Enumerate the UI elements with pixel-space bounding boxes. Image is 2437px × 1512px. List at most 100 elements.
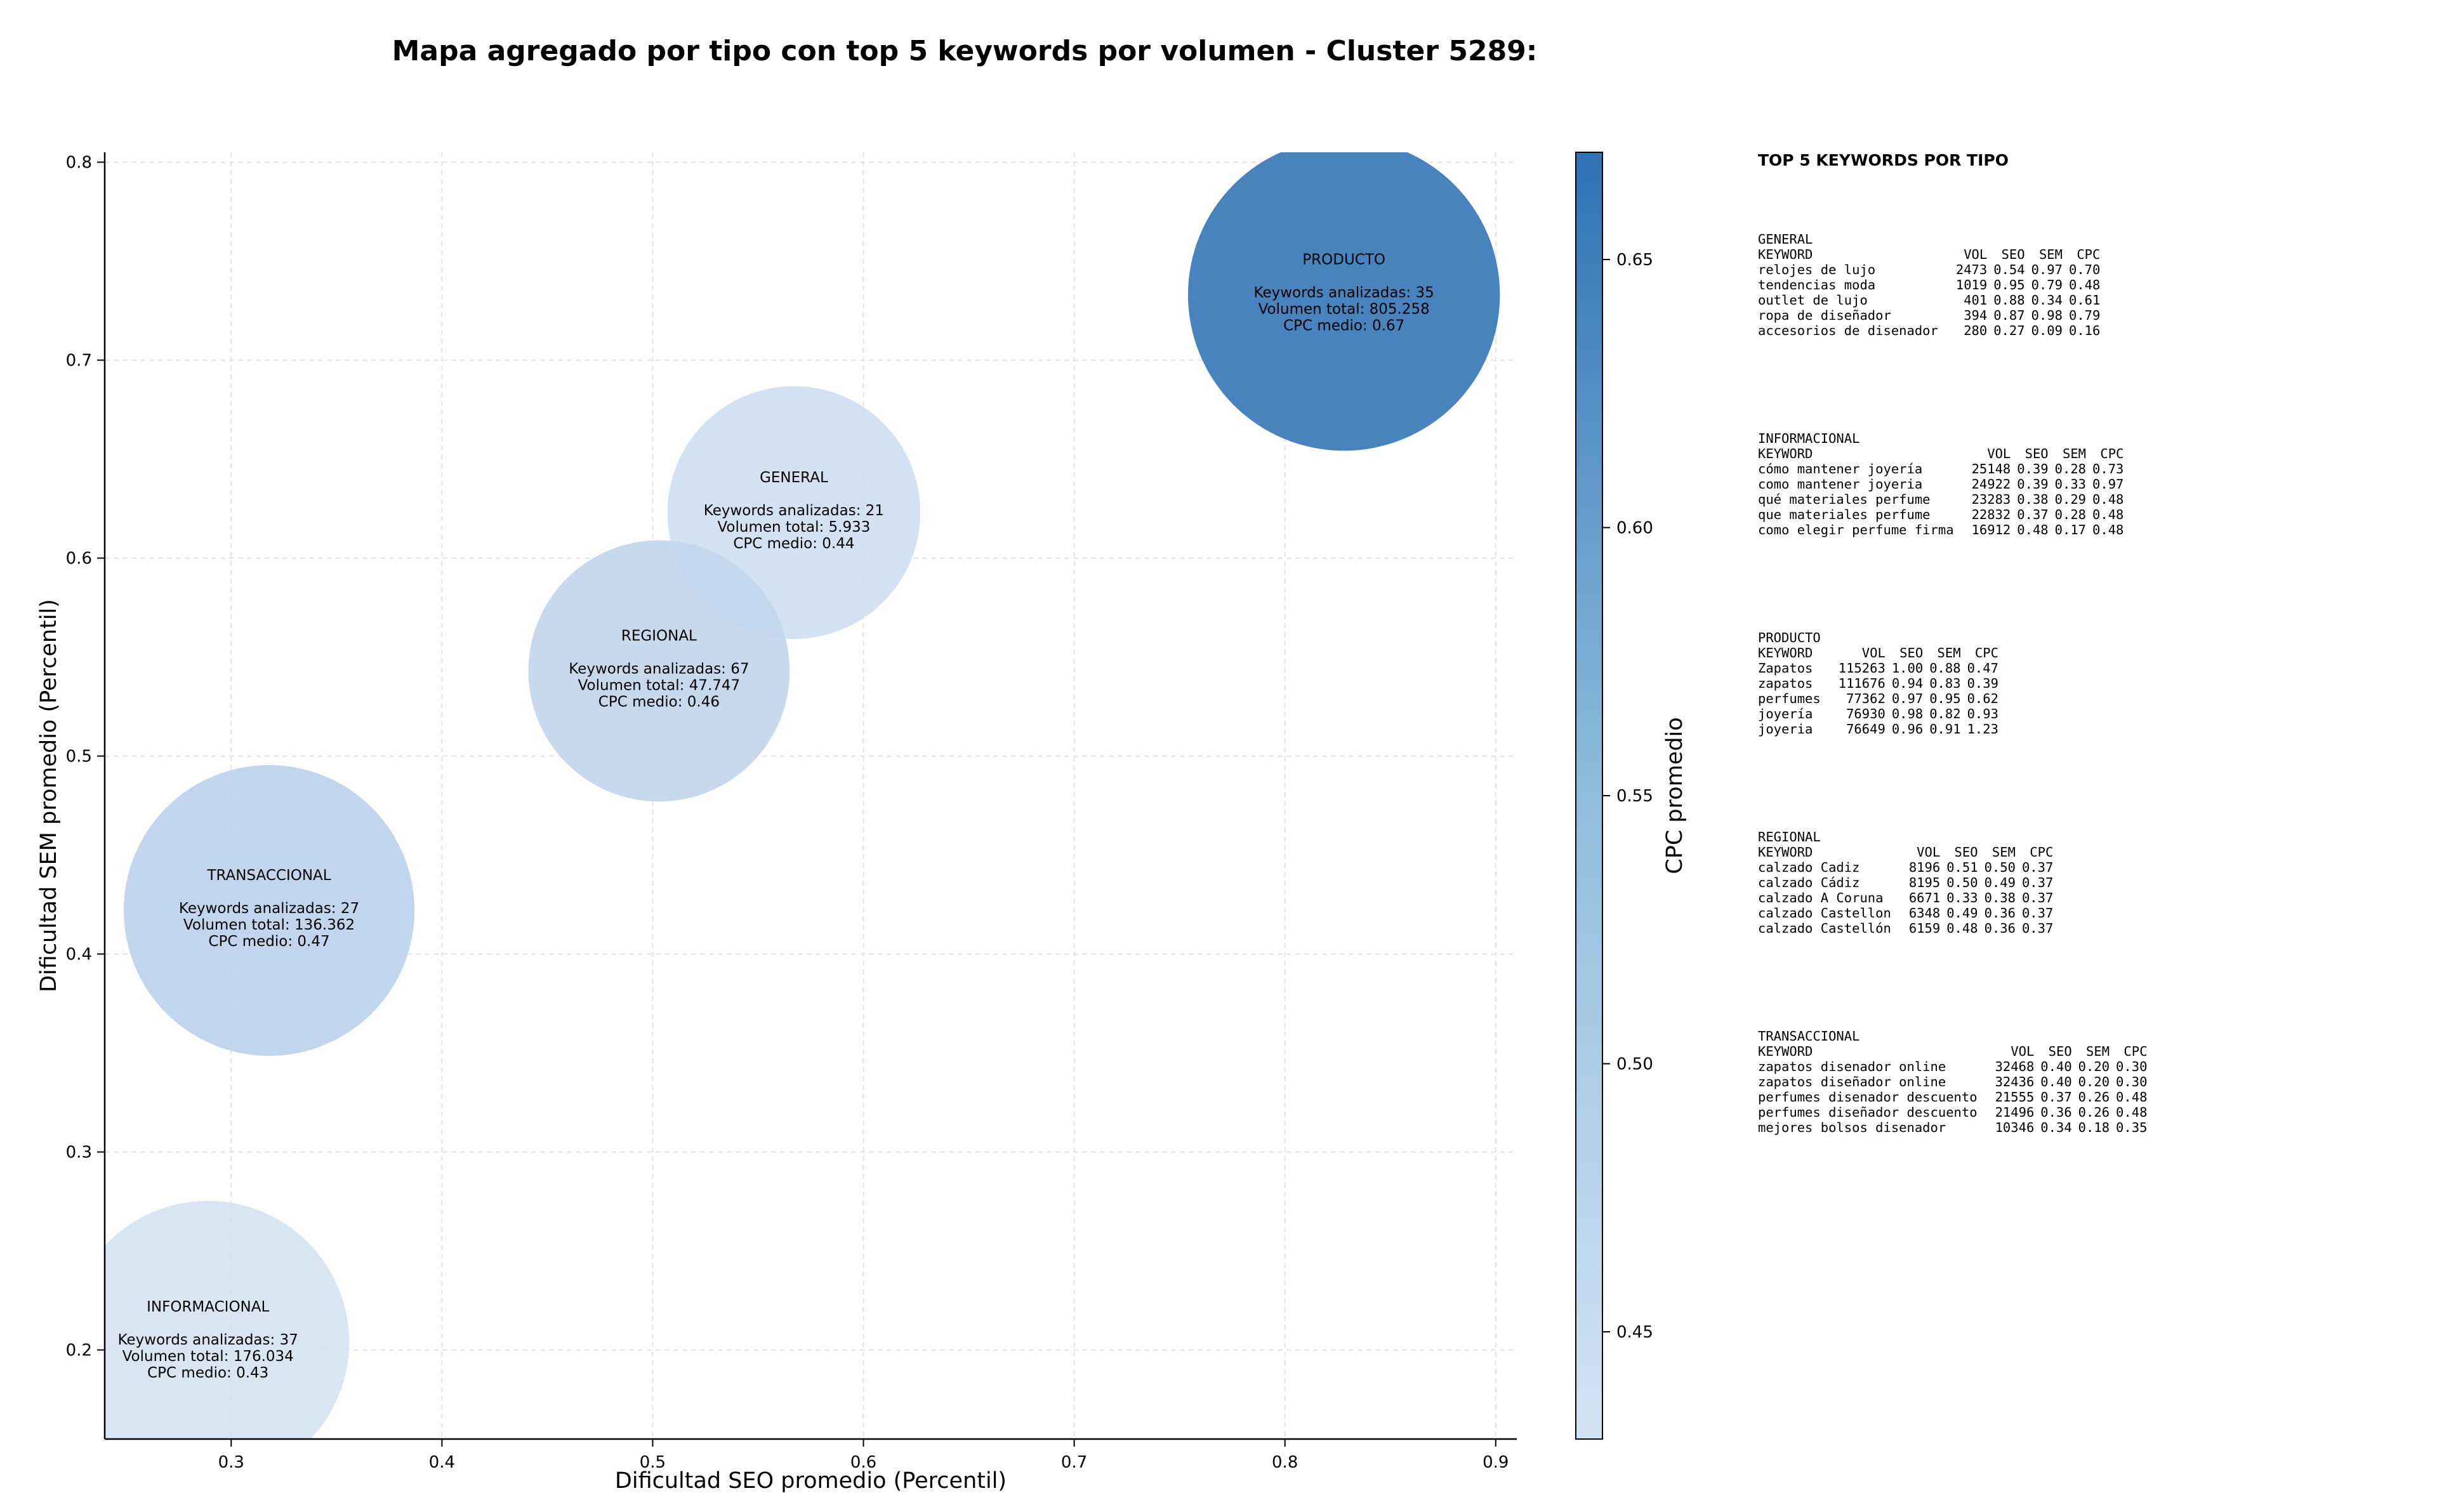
kw-group-name: REGIONAL: [1758, 829, 1821, 845]
kw-cell: 0.97: [2031, 262, 2063, 277]
kw-group-name: INFORMACIONAL: [1758, 431, 1860, 446]
y-tick-label: 0.8: [66, 154, 92, 173]
kw-cell: 0.62: [1967, 691, 1998, 706]
kw-cell: 76930: [1846, 706, 1886, 721]
kw-cell: perfumes disenador descuento: [1758, 1089, 1978, 1105]
kw-row: outlet de lujo 401 0.88 0.34 0.61: [1758, 293, 2106, 308]
kw-header-cell: SEM: [2086, 1044, 2110, 1059]
bubble-label: Volumen total: 47.747: [578, 677, 741, 694]
kw-header-cell: KEYWORD: [1758, 446, 1813, 461]
kw-cell: qué materiales perfume: [1758, 492, 1931, 507]
colorbar-tick-label: 0.45: [1616, 1323, 1653, 1342]
kw-group-name: GENERAL: [1758, 232, 1813, 247]
kw-cell: relojes de lujo: [1758, 262, 1876, 277]
kw-row: qué materiales perfume 23283 0.38 0.29 0.48: [1758, 492, 2130, 507]
kw-cell: accesorios de disenador: [1758, 323, 1938, 338]
x-tick-label: 0.3: [218, 1453, 244, 1472]
kw-cell: 0.97: [2092, 477, 2124, 492]
kw-header-row: KEYWORD VOL SEO SEM CPC: [1758, 1044, 2153, 1059]
panel-groups: GENERAL KEYWORD VOL SEO SEM CPC relojes de luj…: [1758, 232, 2418, 1135]
kw-row: Zapatos 115263 1.00 0.88 0.47: [1758, 661, 2005, 676]
kw-cell: 0.48: [2116, 1105, 2148, 1120]
bubble-label: Keywords analizadas: 67: [569, 661, 749, 677]
kw-cell: 0.36: [2040, 1105, 2072, 1120]
kw-cell: 0.37: [2017, 507, 2049, 522]
kw-cell: 0.09: [2031, 323, 2063, 338]
colorbar-tick-label: 0.65: [1616, 251, 1653, 270]
colorbar-tick-label: 0.50: [1616, 1055, 1653, 1074]
kw-header-cell: CPC: [2077, 247, 2101, 262]
kw-row: tendencias moda 1019 0.95 0.79 0.48: [1758, 277, 2106, 293]
kw-cell: 0.39: [2017, 461, 2049, 477]
kw-cell: 0.36: [1984, 921, 2016, 936]
y-tick-label: 0.2: [66, 1341, 92, 1360]
kw-cell: 0.29: [2054, 492, 2087, 507]
kw-header-cell: SEO: [2001, 247, 2025, 262]
kw-cell: 0.40: [2040, 1059, 2072, 1074]
kw-cell: 0.47: [1967, 661, 1998, 676]
kw-row: ropa de diseñador 394 0.87 0.98 0.79: [1758, 308, 2106, 323]
kw-table: KEYWORD VOL SEO SEM CPC relojes de lujo 2473 0.…: [1758, 247, 2106, 338]
kw-row: zapatos 111676 0.94 0.83 0.39: [1758, 676, 2005, 691]
colorbar: 0.45 0.50 0.55 0.60 0.65 CPC promedio: [1575, 152, 1687, 1440]
kw-cell: 1.23: [1967, 721, 1998, 737]
bubble-label: Volumen total: 176.034: [122, 1348, 294, 1365]
kw-table: KEYWORD VOL SEO SEM CPC cómo mantener joyería…: [1758, 446, 2130, 537]
kw-cell: 8195: [1908, 875, 1941, 890]
kw-row: mejores bolsos disenador 10346 0.34 0.18 0.3…: [1758, 1120, 2153, 1135]
kw-cell: 0.48: [2116, 1089, 2148, 1105]
bubble-label: INFORMACIONAL: [147, 1299, 269, 1315]
kw-cell: 0.36: [1984, 905, 2016, 921]
kw-header-cell: SEO: [2024, 446, 2049, 461]
kw-row: accesorios de disenador 280 0.27 0.09 0.16: [1758, 323, 2106, 338]
kw-row: perfumes disenador descuento 21555 0.37 0.2…: [1758, 1089, 2153, 1105]
kw-row: calzado Castellón 6159 0.48 0.36 0.37: [1758, 921, 2059, 936]
kw-cell: 6348: [1908, 905, 1941, 921]
y-tick-label: 0.7: [66, 352, 92, 371]
kw-cell: 394: [1964, 308, 1988, 323]
kw-cell: calzado A Coruna: [1758, 890, 1884, 905]
kw-table: KEYWORD VOL SEO SEM CPC zapatos disenador onl…: [1758, 1044, 2153, 1135]
y-tick-label: 0.6: [66, 549, 92, 569]
kw-cell: 0.97: [1891, 691, 1924, 706]
colorbar-gradient: [1575, 152, 1603, 1440]
kw-cell: 0.49: [1946, 905, 1978, 921]
kw-header-cell: KEYWORD: [1758, 247, 1813, 262]
colorbar-tick-label: 0.60: [1616, 519, 1653, 538]
kw-group-transaccional: TRANSACCIONAL KEYWORD VOL SEO SEM CPC zapatos …: [1758, 1029, 2418, 1135]
kw-header-cell: CPC: [2123, 1044, 2148, 1059]
kw-cell: 0.98: [1891, 706, 1924, 721]
colorbar-label: CPC promedio: [1662, 717, 1687, 874]
kw-cell: mejores bolsos disenador: [1758, 1120, 1946, 1135]
kw-cell: 0.28: [2054, 461, 2087, 477]
y-tick-label: 0.5: [66, 747, 92, 766]
bubble-producto: [1188, 152, 1500, 451]
kw-header-cell: SEO: [1899, 645, 1924, 661]
bubble-label: CPC medio: 0.67: [1283, 318, 1404, 334]
kw-cell: 32468: [1995, 1059, 2035, 1074]
kw-cell: 0.17: [2054, 522, 2087, 537]
kw-cell: 115263: [1838, 661, 1886, 676]
kw-cell: 24922: [1971, 477, 2011, 492]
x-tick-label: 0.4: [429, 1453, 455, 1472]
kw-cell: 0.48: [2069, 277, 2101, 293]
x-tick-label: 0.8: [1272, 1453, 1298, 1472]
kw-header-cell: KEYWORD: [1758, 1044, 1813, 1059]
y-tick-label: 0.4: [66, 945, 92, 964]
kw-cell: ropa de diseñador: [1758, 308, 1891, 323]
kw-cell: 0.73: [2092, 461, 2124, 477]
kw-cell: tendencias moda: [1758, 277, 1876, 293]
x-tick-label: 0.7: [1061, 1453, 1087, 1472]
kw-cell: 0.50: [1984, 860, 2016, 875]
kw-cell: 0.94: [1891, 676, 1924, 691]
kw-header-cell: KEYWORD: [1758, 845, 1813, 860]
kw-cell: 21496: [1995, 1105, 2035, 1120]
kw-cell: joyería: [1758, 706, 1813, 721]
colorbar-tick-label: 0.55: [1616, 787, 1653, 806]
kw-cell: 0.37: [2021, 860, 2054, 875]
bubble-label: Keywords analizadas: 35: [1254, 285, 1434, 301]
kw-group-informacional: INFORMACIONAL KEYWORD VOL SEO SEM CPC cómo man…: [1758, 431, 2418, 537]
kw-cell: 0.37: [2040, 1089, 2072, 1105]
